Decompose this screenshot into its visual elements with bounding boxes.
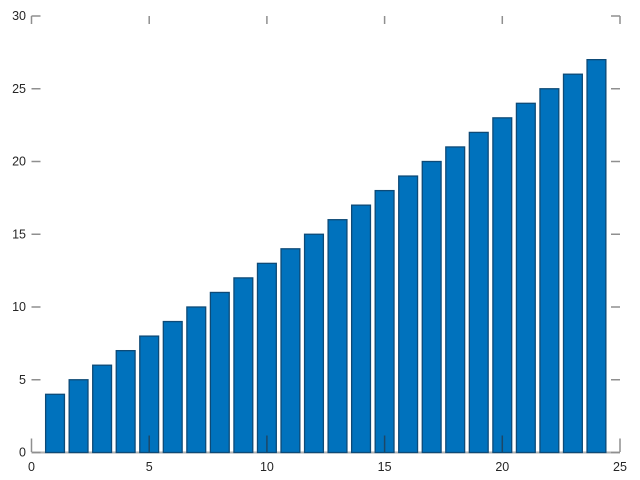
x-tick-label: 20 [495, 460, 509, 474]
y-tick-label: 0 [19, 446, 26, 460]
bar-x19 [468, 131, 489, 454]
bar-x22 [539, 88, 560, 454]
bar-x8 [209, 291, 230, 454]
y-tick-label: 10 [12, 300, 26, 314]
bar-x9 [233, 277, 254, 454]
bar-x23 [562, 73, 583, 454]
y-tick-label: 25 [12, 82, 26, 96]
bar-x11 [280, 248, 301, 454]
x-tick-label: 5 [146, 460, 153, 474]
bar-x15 [374, 189, 395, 454]
bar-x4 [115, 349, 136, 454]
bar-x6 [162, 320, 183, 454]
x-tick-label: 0 [28, 460, 35, 474]
bar-x20 [492, 117, 513, 454]
x-tick-label: 10 [260, 460, 274, 474]
y-tick-label: 5 [19, 373, 26, 387]
y-tick-label: 15 [12, 227, 26, 241]
bar-x21 [515, 102, 536, 454]
y-tick-label: 30 [12, 9, 26, 23]
bar-x17 [421, 160, 442, 454]
bar-x2 [68, 379, 89, 454]
bar-x1 [44, 393, 66, 454]
bar-x16 [398, 175, 419, 454]
y-tick-label: 20 [12, 155, 26, 169]
bar-x18 [445, 146, 466, 454]
bar-x14 [350, 204, 372, 454]
bar-x10 [256, 262, 277, 454]
bar-x13 [327, 219, 348, 454]
bar-x3 [92, 364, 113, 454]
bar-x5 [139, 335, 160, 454]
bar-x24 [586, 59, 607, 454]
x-tick-label: 15 [378, 460, 392, 474]
bar-x7 [186, 306, 207, 454]
x-tick-label: 25 [613, 460, 627, 474]
bar-x12 [303, 233, 325, 454]
